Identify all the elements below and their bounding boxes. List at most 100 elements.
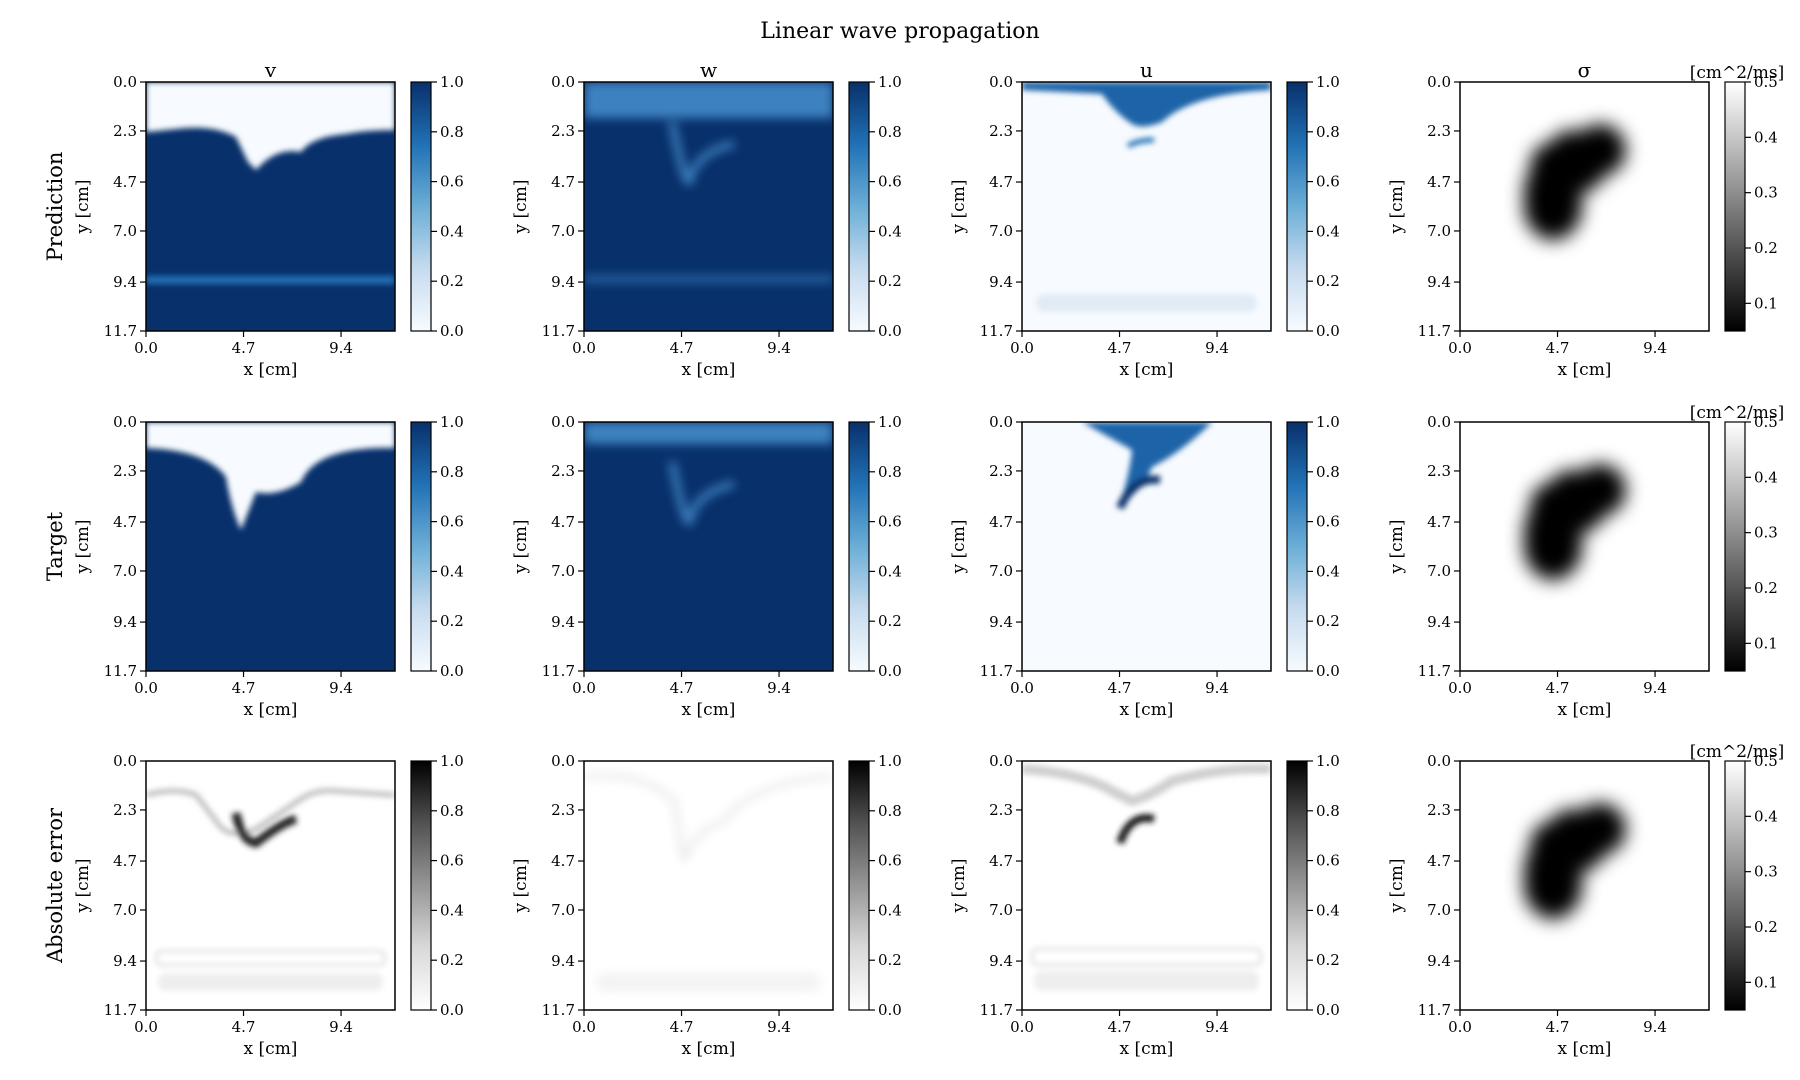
y-tick-label: 9.4	[113, 273, 137, 291]
colorbar: 0.0 0.2 0.4 0.6 0.8 1.0	[848, 73, 902, 340]
y-axis-label: y [cm]	[511, 180, 531, 235]
y-tick-label: 2.3	[551, 122, 575, 140]
colorbar-tick-label: 0.4	[1754, 807, 1778, 825]
x-axis-label: x [cm]	[682, 1039, 736, 1059]
x-tick-label: 4.7	[232, 339, 256, 357]
colorbar-tick-label: 0.4	[1754, 468, 1778, 486]
colorbar-tick-label: 0.8	[878, 123, 902, 141]
heatmap-image	[1022, 82, 1271, 331]
y-tick-label: 0.0	[113, 752, 137, 770]
y-tick-label: 0.0	[1427, 73, 1451, 91]
colorbar-tick-label: 0.4	[1754, 128, 1778, 146]
y-tick-label: 4.7	[1427, 513, 1451, 531]
colorbar-tick-label: 0.6	[1316, 513, 1340, 531]
heatmap-image	[146, 761, 395, 1010]
y-tick-label: 2.3	[989, 801, 1013, 819]
column-title: u	[1140, 58, 1153, 82]
colorbar-tick-label: 0.4	[878, 562, 902, 580]
y-tick-label: 9.4	[113, 952, 137, 970]
colorbar-tick-label: 0.0	[440, 322, 464, 340]
colorbar-tick-label: 0.4	[440, 222, 464, 240]
x-tick-label: 0.0	[1010, 339, 1034, 357]
heatmap-image	[584, 761, 833, 1010]
y-tick-label: 11.7	[104, 322, 137, 340]
colorbar-tick-label: 0.0	[440, 662, 464, 680]
y-tick-label: 9.4	[551, 952, 575, 970]
x-tick-label: 0.0	[1010, 679, 1034, 697]
colorbar: 0.0 0.2 0.4 0.6 0.8 1.0	[848, 752, 902, 1019]
x-tick-label: 4.7	[232, 679, 256, 697]
y-tick-label: 0.0	[551, 413, 575, 431]
x-axis-label: x [cm]	[682, 360, 736, 380]
colorbar-gradient	[848, 421, 870, 672]
y-tick-label: 4.7	[1427, 852, 1451, 870]
x-axis-label: x [cm]	[1120, 360, 1174, 380]
subplot-target-sigma: 0.0 4.7 9.4 0.0 2.3 4.7 7.0 9.4 11.7 x [cm] y [cm]…	[1387, 403, 1784, 720]
colorbar-tick-label: 0.0	[878, 322, 902, 340]
colorbar-tick-label: 0.4	[878, 222, 902, 240]
subplot-prediction-u: 0.0 4.7 9.4 0.0 2.3 4.7 7.0 9.4 11.7 x [cm] y [cm]…	[949, 58, 1340, 380]
colorbar-tick-label: 0.2	[440, 951, 464, 969]
y-tick-label: 7.0	[1427, 901, 1451, 919]
colorbar-tick-label: 0.8	[440, 123, 464, 141]
y-tick-label: 0.0	[551, 752, 575, 770]
colorbar-tick-label: 0.6	[878, 513, 902, 531]
colorbar-tick-label: 0.6	[878, 173, 902, 191]
y-tick-label: 2.3	[1427, 801, 1451, 819]
y-tick-label: 7.0	[989, 901, 1013, 919]
y-tick-label: 11.7	[980, 1001, 1013, 1019]
x-tick-label: 4.7	[1108, 679, 1132, 697]
y-tick-label: 11.7	[1418, 662, 1451, 680]
y-tick-label: 4.7	[1427, 173, 1451, 191]
y-tick-label: 0.0	[989, 413, 1013, 431]
x-tick-label: 9.4	[1205, 339, 1229, 357]
x-tick-label: 0.0	[134, 1018, 158, 1036]
axes-frame	[583, 760, 834, 1011]
heatmap-image	[146, 82, 395, 331]
x-tick-label: 9.4	[1643, 679, 1667, 697]
colorbar-tick-label: 0.6	[878, 852, 902, 870]
y-tick-label: 7.0	[551, 901, 575, 919]
colorbar-gradient	[410, 81, 432, 332]
subplot-grid: 0.0 4.7 9.4 0.0 2.3 4.7 7.0 9.4 11.7 x [cm] y [cm]…	[43, 58, 1784, 1059]
y-tick-label: 9.4	[551, 613, 575, 631]
column-title: v	[264, 58, 277, 82]
colorbar-gradient	[1724, 81, 1746, 332]
y-tick-label: 0.0	[551, 73, 575, 91]
colorbar-tick-label: 0.2	[1754, 239, 1778, 257]
colorbar-tick-label: 1.0	[878, 73, 902, 91]
subplot-prediction-sigma: 0.0 4.7 9.4 0.0 2.3 4.7 7.0 9.4 11.7 x [cm] y [cm]…	[1387, 58, 1784, 380]
colorbar: 0.0 0.2 0.4 0.6 0.8 1.0	[1286, 752, 1340, 1019]
y-axis-label: y [cm]	[511, 520, 531, 575]
y-tick-label: 4.7	[989, 173, 1013, 191]
colorbar-tick-label: 0.8	[1316, 802, 1340, 820]
y-tick-label: 9.4	[551, 273, 575, 291]
colorbar-tick-label: 0.1	[1754, 294, 1778, 312]
colorbar-tick-label: 0.2	[440, 272, 464, 290]
x-tick-label: 0.0	[572, 1018, 596, 1036]
y-tick-label: 11.7	[104, 1001, 137, 1019]
colorbar-tick-label: 0.0	[878, 1001, 902, 1019]
y-tick-label: 2.3	[989, 122, 1013, 140]
colorbar-tick-label: 0.5	[1754, 413, 1778, 431]
colorbar-tick-label: 0.2	[1316, 272, 1340, 290]
x-tick-label: 4.7	[670, 679, 694, 697]
colorbar: 0.1 0.2 0.3 0.4 0.5[cm^2/ms]	[1690, 63, 1784, 332]
colorbar-tick-label: 0.4	[1316, 562, 1340, 580]
y-tick-label: 2.3	[113, 122, 137, 140]
x-tick-label: 4.7	[670, 1018, 694, 1036]
x-tick-label: 4.7	[1108, 339, 1132, 357]
x-tick-label: 9.4	[329, 1018, 353, 1036]
colorbar-gradient	[1286, 421, 1308, 672]
colorbar: 0.0 0.2 0.4 0.6 0.8 1.0	[410, 413, 464, 680]
y-axis-label: y [cm]	[73, 859, 93, 914]
subplot-error-u: 0.0 4.7 9.4 0.0 2.3 4.7 7.0 9.4 11.7 x [cm] y [cm]…	[949, 752, 1340, 1059]
subplot-error-sigma: 0.0 4.7 9.4 0.0 2.3 4.7 7.0 9.4 11.7 x [cm] y [cm]…	[1387, 742, 1784, 1059]
y-tick-label: 7.0	[113, 562, 137, 580]
colorbar-tick-label: 1.0	[440, 73, 464, 91]
axes-frame	[1021, 421, 1272, 672]
axes-frame	[1459, 760, 1710, 1011]
x-tick-label: 0.0	[1448, 1018, 1472, 1036]
y-tick-label: 0.0	[113, 413, 137, 431]
colorbar-tick-label: 0.5	[1754, 73, 1778, 91]
